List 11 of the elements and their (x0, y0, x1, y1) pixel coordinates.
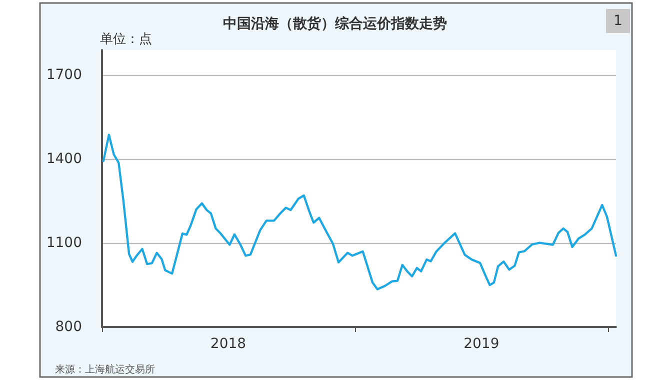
source-note: 来源：上海航运交易所 (55, 364, 155, 376)
y-tick-label: 800 (55, 319, 82, 335)
y-tick-label: 1100 (46, 235, 82, 252)
chart-title: 中国沿海（散货）综合运价指数走势 (223, 15, 447, 32)
text: 1 (614, 13, 622, 29)
x-tick-label: 2018 (210, 336, 246, 352)
line-series (102, 134, 618, 290)
y-tick-label: 1700 (46, 67, 82, 84)
text: 单位：点 (100, 32, 152, 47)
y-tick-label: 1400 (46, 151, 82, 168)
x-tick-label: 2019 (464, 336, 500, 352)
